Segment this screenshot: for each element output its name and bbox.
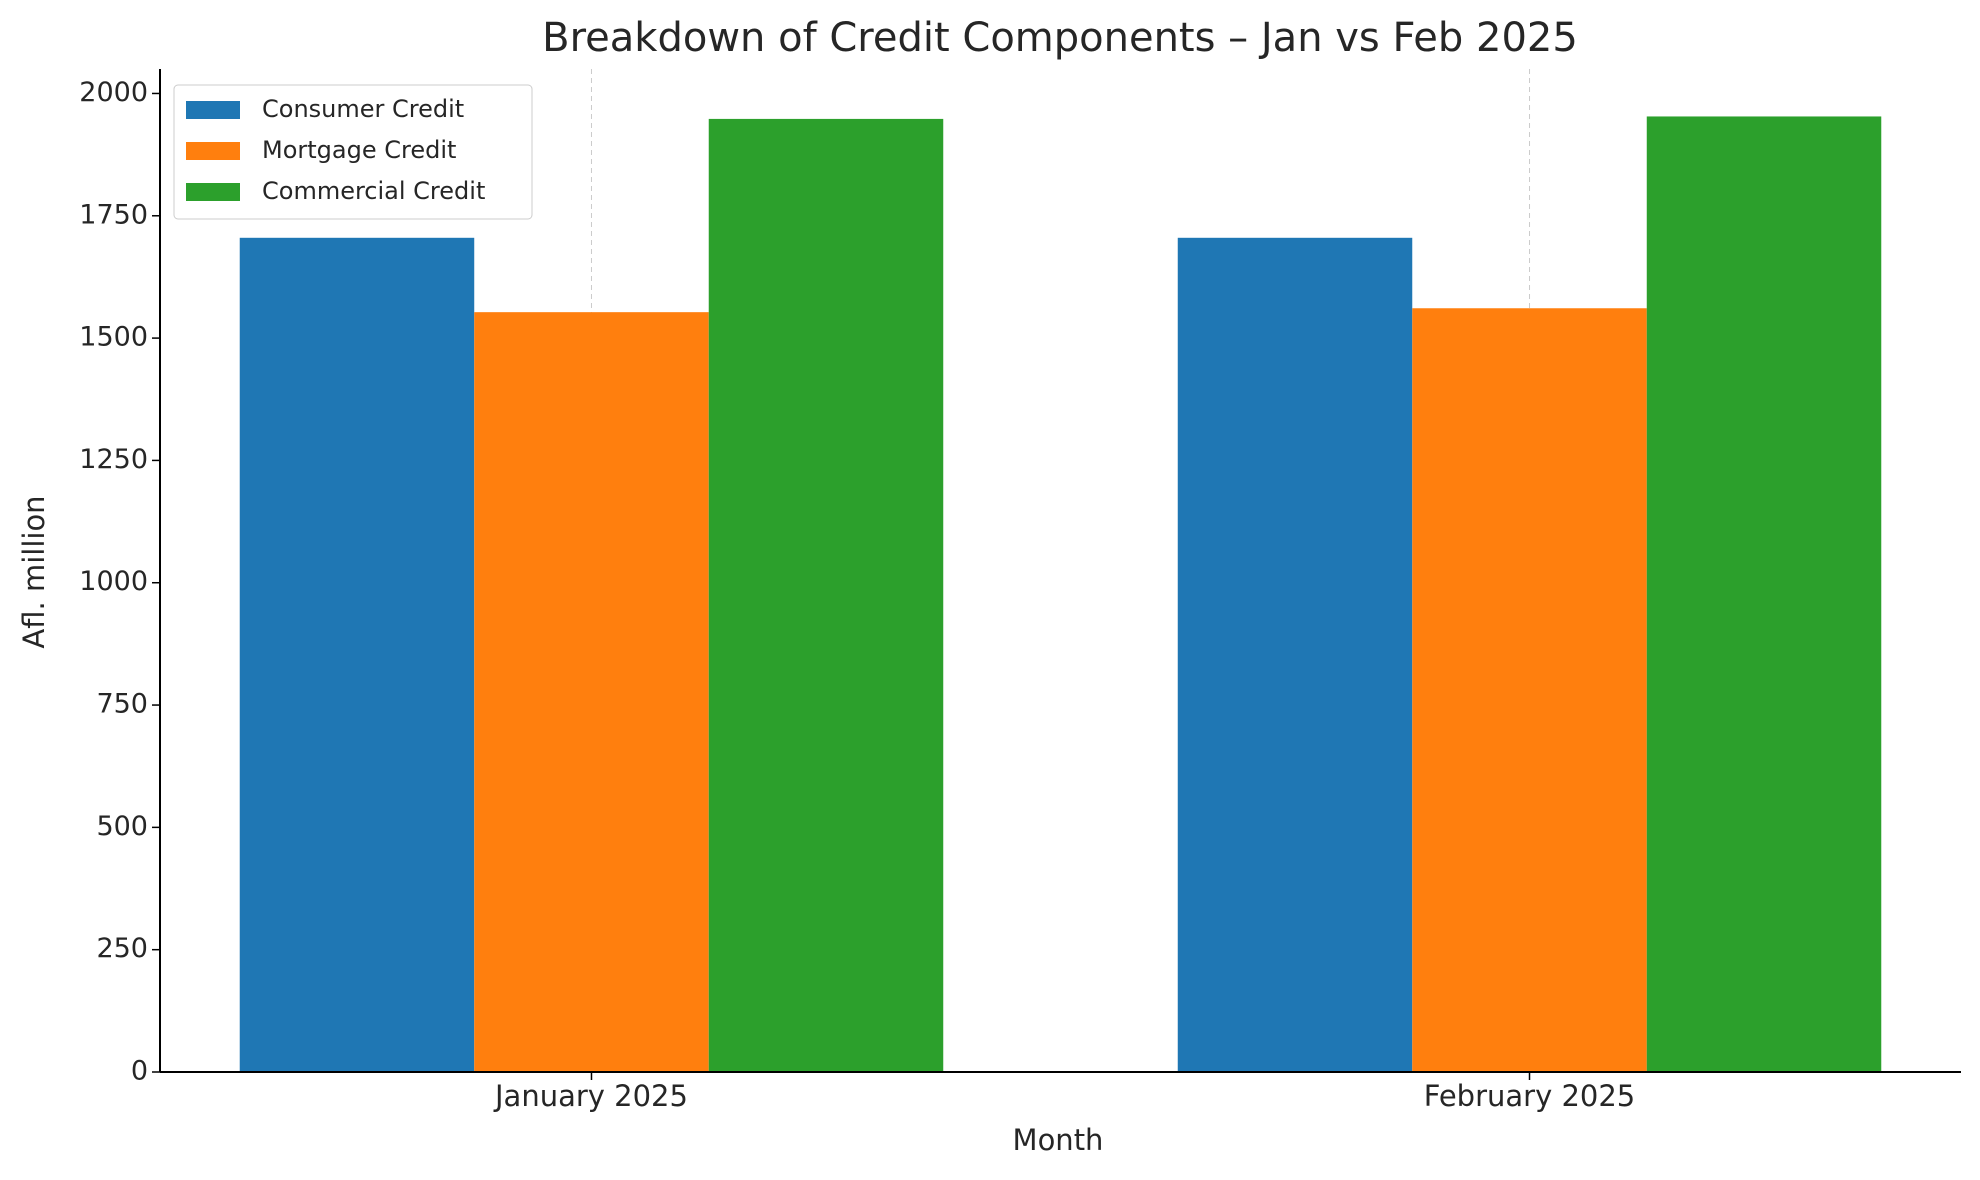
x-axis-label: Month: [1013, 1123, 1104, 1157]
x-tick-label: January 2025: [493, 1079, 688, 1113]
bar: [1646, 116, 1882, 1072]
legend-label: Commercial Credit: [262, 177, 485, 205]
legend-box: [173, 84, 533, 220]
y-tick-label: 1250: [79, 444, 148, 475]
y-tick-label: 750: [96, 689, 148, 720]
y-tick-label: 0: [131, 1056, 148, 1087]
y-tick-label: 1750: [79, 199, 148, 230]
legend-swatch: [186, 183, 240, 201]
y-tick-label: 1500: [79, 322, 148, 353]
y-tick-label: 500: [96, 811, 148, 842]
bar: [1412, 308, 1647, 1072]
y-axis-label: Afl. million: [17, 495, 51, 648]
bar: [1177, 237, 1413, 1073]
x-tick-label: February 2025: [1424, 1079, 1636, 1113]
y-tick-label: 1000: [79, 566, 148, 597]
bar: [239, 237, 475, 1073]
bar: [474, 312, 709, 1072]
y-tick-label: 2000: [79, 77, 148, 108]
chart-title: Breakdown of Credit Components – Jan vs …: [542, 15, 1578, 61]
y-tick-label: 250: [96, 933, 148, 964]
legend-swatch: [186, 142, 240, 160]
legend-label: Consumer Credit: [262, 95, 464, 123]
legend-swatch: [186, 101, 240, 119]
legend-label: Mortgage Credit: [262, 136, 456, 164]
bar: [708, 118, 944, 1072]
